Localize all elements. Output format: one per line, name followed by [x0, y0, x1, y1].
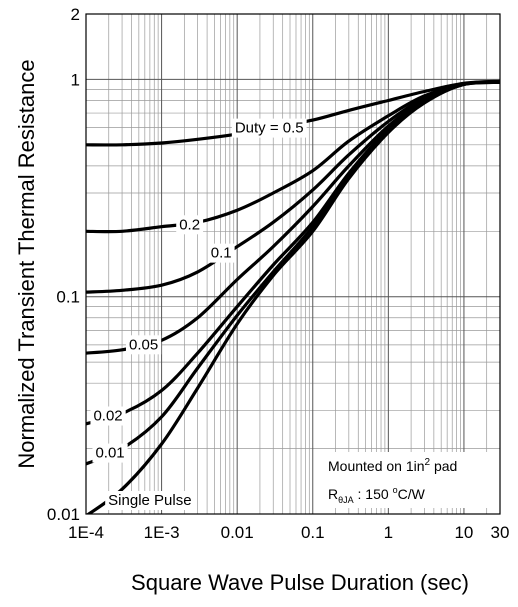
series-line-2 [86, 80, 500, 294]
annotation-thermal-resistance: RθJA : 150 oC/W [328, 485, 426, 505]
series-line-1 [86, 80, 500, 234]
series-label-bg-0 [231, 118, 307, 138]
series-label-bg-5 [92, 443, 128, 463]
tick-labels: 1E-4 1E-3 0.01 0.1 1 10 30 0.01 0.1 1 2 [47, 5, 510, 542]
x-tick-label: 1E-3 [144, 523, 180, 542]
series-line-5 [86, 80, 500, 466]
series-label-0: Duty = 0.5 [235, 120, 304, 137]
x-tick-label: 1 [384, 523, 393, 542]
y-axis-title: Normalized Transient Thermal Resistance [14, 59, 39, 468]
series-label-bg-3 [125, 335, 162, 355]
series-label-bg-6 [105, 491, 195, 510]
series-label-1: 0.2 [179, 216, 200, 233]
y-tick-label: 0.1 [56, 288, 80, 307]
x-tick-label: 0.01 [221, 523, 254, 542]
series-label-bg-1 [176, 215, 204, 235]
y-tick-label: 2 [71, 5, 80, 24]
series-label-bg-2 [207, 243, 235, 263]
series-line-6 [86, 80, 500, 514]
y-tick-label: 0.01 [47, 505, 80, 524]
y-tick-label: 1 [71, 70, 80, 89]
x-tick-label: 1E-4 [68, 523, 104, 542]
series-label-6: Single Pulse [108, 492, 191, 509]
x-tick-label: 30 [491, 523, 510, 542]
series-label-4: 0.02 [93, 408, 122, 425]
annotation-background [320, 452, 496, 508]
series-label-3: 0.05 [129, 336, 158, 353]
minor-gridlines [86, 13, 501, 514]
x-tick-label: 10 [454, 523, 473, 542]
annotation-mounting: Mounted on 1in2 pad [328, 457, 457, 474]
series-label-bg-4 [90, 406, 126, 426]
x-tick-label: 0.1 [301, 523, 325, 542]
plot-frame [85, 13, 501, 515]
series-label-5: 0.01 [95, 445, 124, 462]
series-label-2: 0.1 [211, 245, 232, 262]
curve-labels: Duty = 0.5 0.2 0.1 0.05 0.02 0.01 Single Pulse [90, 118, 307, 510]
x-axis-title: Square Wave Pulse Duration (sec) [131, 570, 469, 595]
series-layer [86, 79, 500, 514]
